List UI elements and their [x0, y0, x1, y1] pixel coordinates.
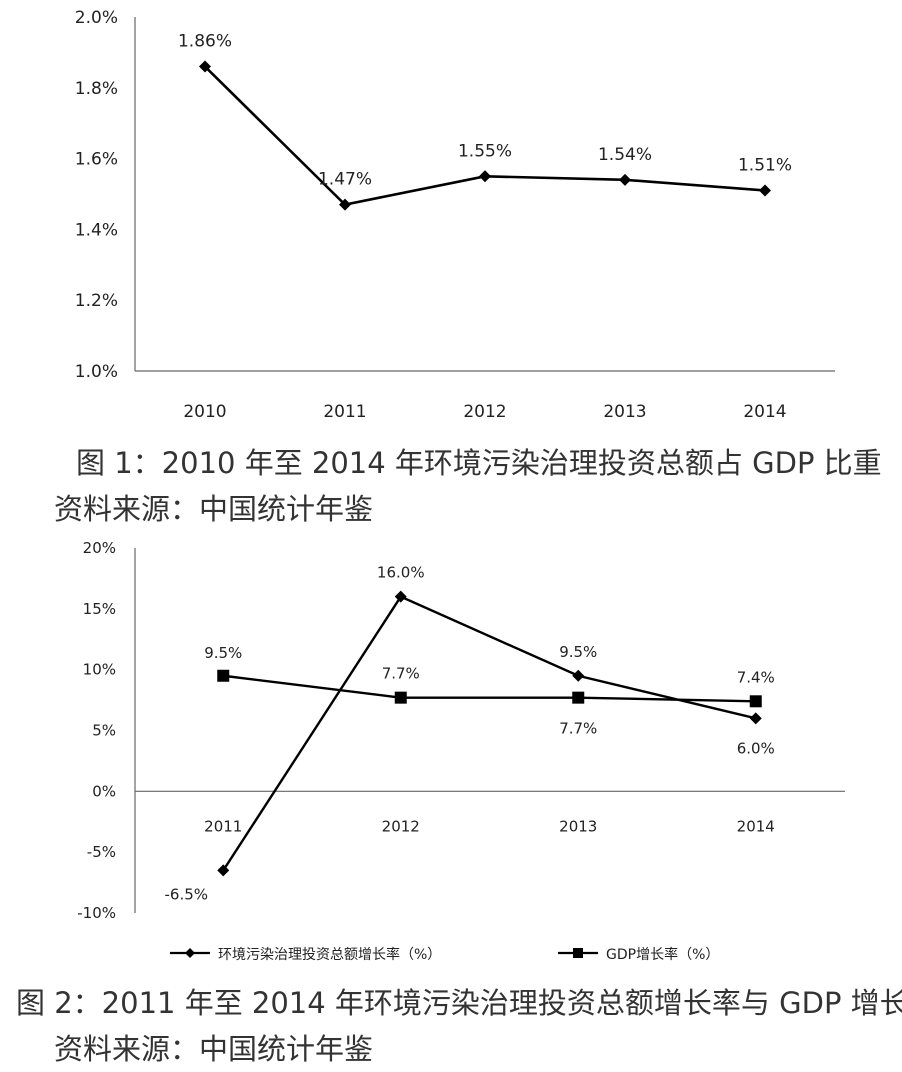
data-point	[479, 170, 491, 183]
legend-entry: GDP增长率（%）	[606, 946, 719, 963]
y-tick-label: 10%	[83, 661, 116, 679]
y-tick-label: -10%	[77, 904, 116, 922]
figure-2-source: 资料来源：中国统计年鉴	[54, 1032, 374, 1066]
data-label: 7.7%	[559, 720, 597, 738]
data-point	[572, 669, 585, 682]
data-point	[394, 590, 407, 603]
figure-1-source: 资料来源：中国统计年鉴	[54, 492, 374, 526]
x-tick-label: 2011	[323, 402, 366, 422]
data-label: 1.86%	[178, 32, 232, 52]
y-tick-label: 15%	[83, 600, 116, 618]
data-label: 7.7%	[382, 665, 420, 683]
y-tick-label: 0%	[92, 782, 116, 800]
legend-entry: 环境污染治理投资总额增长率（%）	[218, 946, 441, 963]
y-tick-label: 1.0%	[75, 362, 118, 382]
data-label: -6.5%	[164, 885, 208, 903]
x-tick-label: 2013	[603, 402, 646, 422]
data-point	[619, 173, 631, 186]
y-tick-label: 1.6%	[75, 150, 118, 170]
legend-marker	[573, 948, 583, 958]
data-point	[572, 691, 585, 704]
x-tick-label: 2013	[559, 817, 597, 835]
data-point	[217, 864, 230, 877]
data-point	[217, 669, 230, 682]
x-tick-label: 2012	[382, 817, 420, 835]
data-point	[394, 691, 407, 704]
y-tick-label: 2.0%	[75, 8, 118, 28]
legend-marker	[185, 948, 195, 958]
y-tick-label: 5%	[92, 722, 116, 740]
data-label: 1.47%	[318, 170, 372, 190]
chart-growth-rates: 20% 15% 10% 5% 0% -5% -10% 2011 2012 2013 2014 -6.5…	[77, 539, 845, 963]
data-label: 16.0%	[377, 564, 425, 582]
data-point	[759, 184, 771, 197]
series-line	[222, 595, 757, 872]
data-point	[749, 695, 762, 708]
x-tick-label: 2011	[204, 817, 242, 835]
data-label: 9.5%	[204, 644, 242, 662]
data-label: 6.0%	[737, 739, 775, 757]
data-label: 7.4%	[737, 668, 775, 686]
x-tick-label: 2012	[463, 402, 506, 422]
data-point	[339, 198, 351, 211]
y-tick-label: 1.2%	[75, 291, 118, 311]
data-label: 9.5%	[559, 643, 597, 661]
y-tick-label: 1.8%	[75, 79, 118, 99]
data-label: 1.55%	[458, 141, 512, 161]
x-tick-label: 2010	[183, 402, 226, 422]
x-tick-label: 2014	[737, 817, 775, 835]
x-tick-label: 2014	[743, 402, 786, 422]
y-tick-label: -5%	[87, 843, 116, 861]
y-tick-label: 20%	[83, 539, 116, 557]
chart-investment-gdp-share: 2.0% 1.8% 1.6% 1.4% 1.2% 1.0% 2010 2011 2012 2013…	[75, 8, 835, 422]
data-label: 1.51%	[738, 155, 792, 175]
y-tick-label: 1.4%	[75, 220, 118, 240]
series-line	[204, 65, 766, 207]
data-point	[749, 712, 762, 725]
series-line	[223, 674, 756, 703]
figure-1-caption: 图 1：2010 年至 2014 年环境污染治理投资总额占 GDP 比重	[76, 446, 882, 480]
figure-2-caption: 图 2：2011 年至 2014 年环境污染治理投资总额增长率与 GDP 增长率	[16, 986, 902, 1020]
data-point	[199, 60, 211, 73]
data-label: 1.54%	[598, 145, 652, 165]
